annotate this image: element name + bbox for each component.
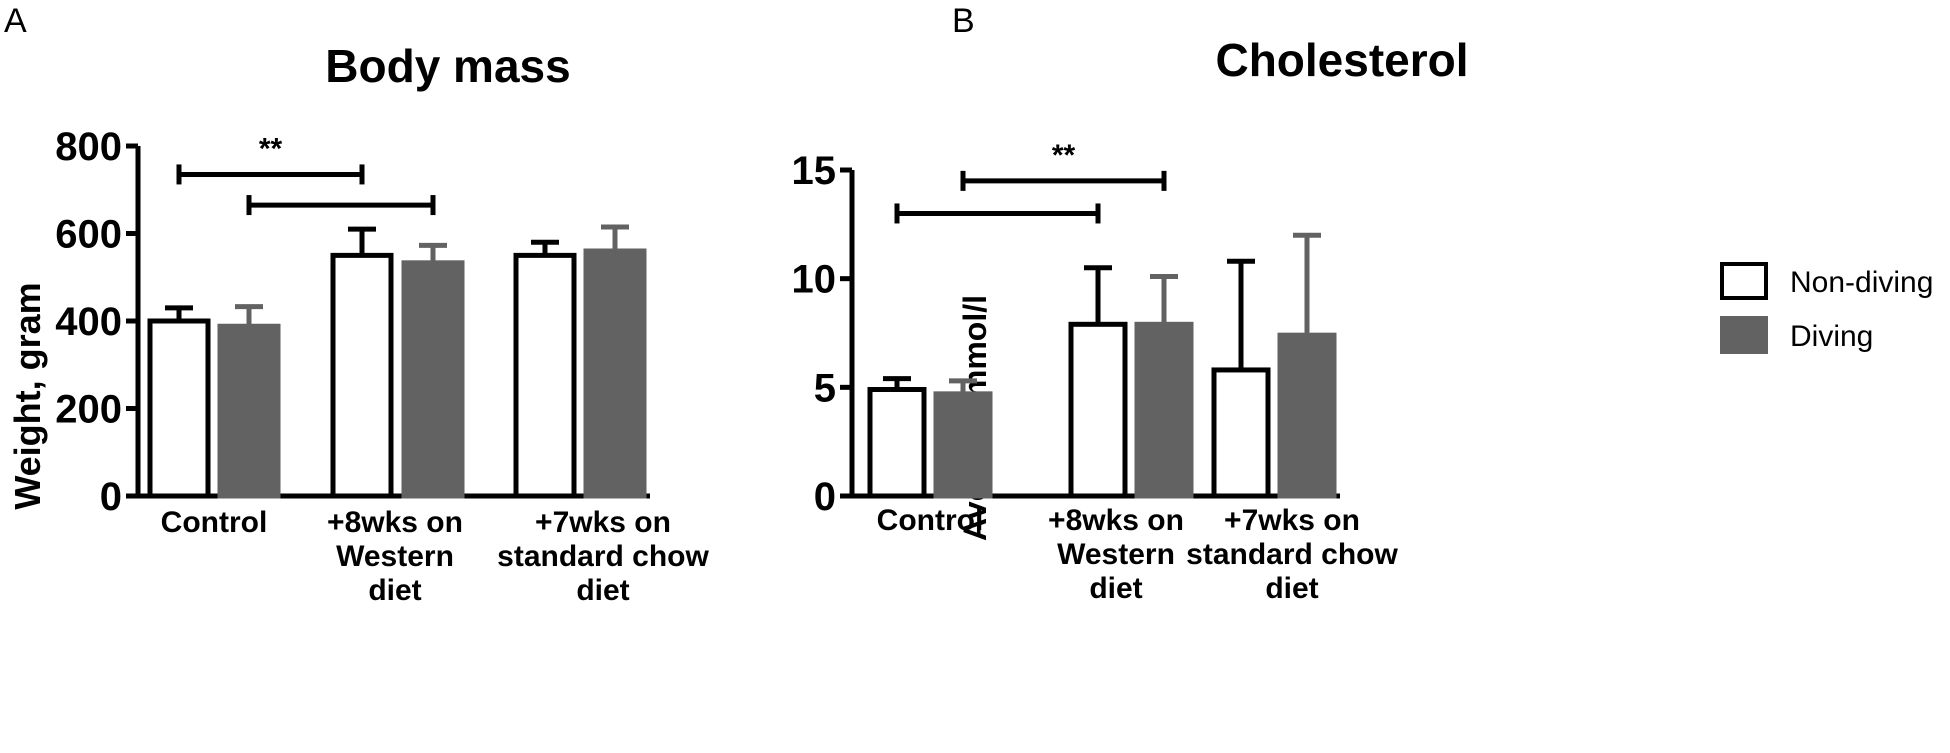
bar-non-diving <box>1068 321 1128 499</box>
bar-diving <box>1277 332 1337 499</box>
bar-non-diving <box>867 387 927 499</box>
x-category-label: +8wks on <box>327 506 463 539</box>
x-category-label: standard chow <box>497 540 709 573</box>
x-category-label: +7wks on <box>1224 504 1360 537</box>
bar-diving <box>401 260 465 499</box>
legend-label-non-diving: Non-diving <box>1790 266 1933 299</box>
significance-label: ** <box>1052 139 1076 172</box>
x-category-label: Western <box>1057 538 1175 571</box>
y-tick-label: 5 <box>814 366 836 410</box>
legend-swatch-diving <box>1720 316 1768 354</box>
panel-a-y-axis-label: Weight, gram <box>7 282 48 509</box>
bar-non-diving <box>513 252 577 499</box>
panel-b-letter: B <box>952 2 975 40</box>
legend-swatch-non-diving <box>1720 262 1768 300</box>
panel-a-error-bars <box>165 224 629 327</box>
x-category-label: diet <box>1265 572 1318 605</box>
legend: Non-diving Diving <box>1720 262 1933 354</box>
y-tick-label: 10 <box>792 258 837 302</box>
y-tick-label: 0 <box>814 475 836 519</box>
panel-a-letter: A <box>4 2 27 40</box>
panel-a-bars <box>147 248 647 499</box>
y-tick-label: 600 <box>55 213 122 257</box>
panel-b-error-bars <box>883 232 1321 394</box>
panel-a-significance: ** <box>176 132 436 216</box>
x-category-label: standard chow <box>1186 538 1398 571</box>
panel-b-bars <box>867 321 1337 499</box>
bar-non-diving <box>147 318 211 499</box>
y-tick-label: 800 <box>55 125 122 169</box>
panel-a-title: Body mass <box>325 40 570 92</box>
y-tick-label: 400 <box>55 300 122 344</box>
bar-diving <box>933 391 993 499</box>
panel-a: A Body mass Weight, gram 0 200 400 600 800 *… <box>4 2 710 607</box>
x-category-label: diet <box>576 574 629 607</box>
panel-b-title: Cholesterol <box>1215 34 1468 86</box>
y-tick-label: 200 <box>55 388 122 432</box>
legend-label-diving: Diving <box>1790 320 1873 353</box>
bar-diving <box>583 248 647 499</box>
bar-diving <box>217 323 281 499</box>
bar-non-diving <box>330 252 394 499</box>
bar-non-diving <box>1211 367 1271 499</box>
bar-diving <box>1134 321 1194 499</box>
x-category-label: diet <box>368 574 421 607</box>
x-category-label: Control <box>161 506 268 539</box>
x-category-label: +7wks on <box>535 506 671 539</box>
x-category-label: Western <box>336 540 454 573</box>
y-tick-label: 15 <box>792 149 837 193</box>
x-category-label: Control <box>877 504 984 537</box>
x-category-label: diet <box>1089 572 1142 605</box>
panel-b-significance: ** <box>894 139 1167 224</box>
x-category-label: +8wks on <box>1048 504 1184 537</box>
significance-label: ** <box>259 132 283 165</box>
y-tick-label: 0 <box>100 475 122 519</box>
